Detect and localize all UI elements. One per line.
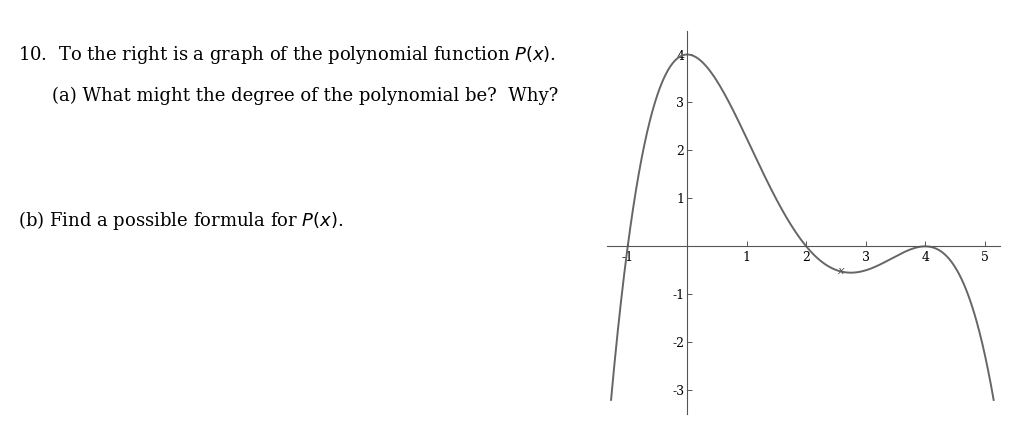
Text: $x$: $x$ [837, 266, 846, 276]
Text: 10.  To the right is a graph of the polynomial function $P(x)$.: 10. To the right is a graph of the polyn… [18, 44, 555, 65]
Text: (b) Find a possible formula for $P(x)$.: (b) Find a possible formula for $P(x)$. [18, 209, 343, 232]
Text: (a) What might the degree of the polynomial be?  Why?: (a) What might the degree of the polynom… [52, 87, 557, 106]
